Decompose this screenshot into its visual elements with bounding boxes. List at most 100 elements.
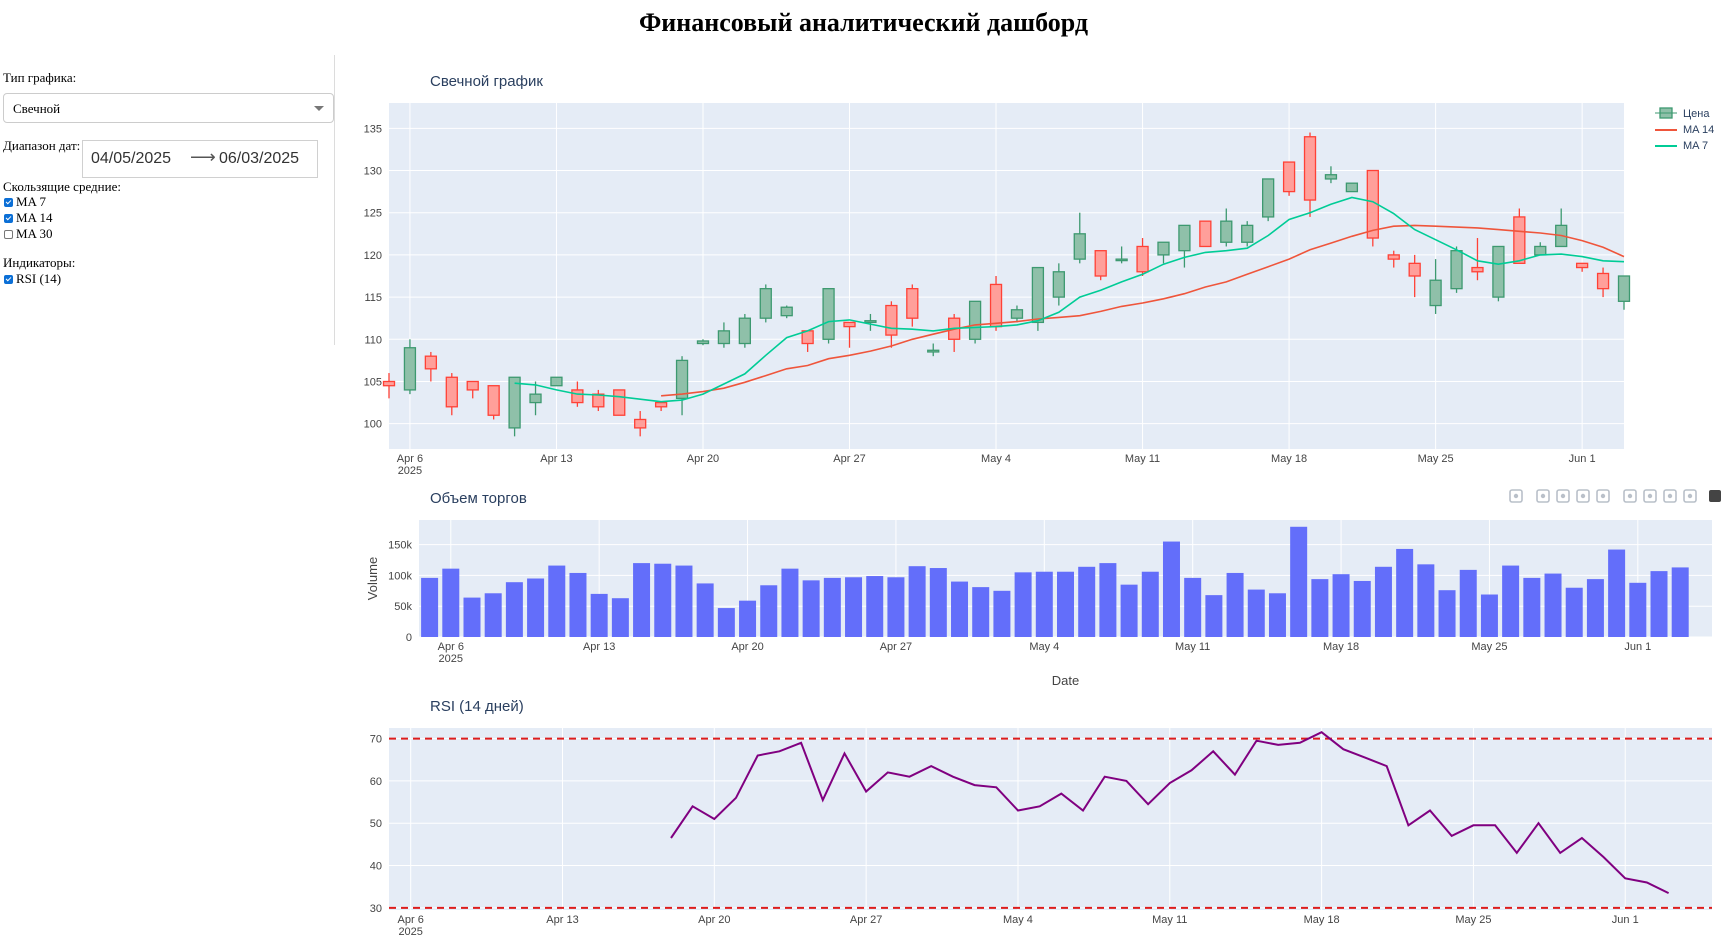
candle-body — [1094, 250, 1107, 277]
candle-body — [738, 317, 751, 345]
volume-bar — [1374, 566, 1392, 637]
candles-y-tick-label: 105 — [364, 376, 382, 388]
volume-bar — [1184, 577, 1202, 637]
volume-x-tick-label: May 11 — [1175, 641, 1210, 653]
ma-14-label: MA 14 — [16, 210, 53, 225]
zoom-in-icon-dot — [1627, 493, 1633, 499]
volume-bar — [929, 568, 947, 637]
ma-14-checkbox[interactable] — [4, 213, 13, 223]
volume-bar — [1608, 549, 1626, 637]
camera-icon[interactable] — [1509, 489, 1523, 503]
volume-bar — [1650, 571, 1668, 637]
candle-body — [529, 393, 542, 404]
volume-x-tick-label: Apr 20 — [731, 641, 763, 653]
volume-bar — [463, 597, 481, 637]
box-select-icon[interactable] — [1576, 489, 1590, 503]
volume-bar — [1099, 563, 1117, 637]
candle-body — [1115, 258, 1128, 262]
ma-7-option[interactable]: MA 7 — [4, 194, 46, 210]
ma-7-checkbox[interactable] — [4, 197, 13, 207]
candles-x-tick-label: May 18 — [1271, 453, 1307, 465]
candle-body — [550, 376, 563, 387]
ma-30-label: MA 30 — [16, 226, 53, 241]
candle-body — [1157, 241, 1170, 256]
candle-body — [1534, 245, 1547, 256]
candle-body — [906, 288, 919, 319]
volume-x-tick-label: May 4 — [1029, 641, 1059, 653]
candles-y-tick-label: 125 — [364, 208, 382, 220]
indicators-label: Индикаторы: — [3, 255, 76, 270]
volume-bar — [760, 585, 778, 637]
autoscale-icon[interactable] — [1663, 489, 1677, 503]
ma-30-checkbox[interactable] — [4, 229, 13, 239]
chevron-down-icon — [314, 106, 324, 111]
volume-y-axis-title: Volume — [365, 557, 380, 600]
volume-bar — [1311, 579, 1329, 637]
volume-x-tick-label: Apr 6 — [438, 641, 464, 653]
volume-bar — [1014, 572, 1032, 637]
volume-bar — [548, 565, 566, 637]
lasso-icon[interactable] — [1596, 489, 1610, 503]
volume-x-tick-label: May 18 — [1323, 641, 1359, 653]
plotly-logo-icon[interactable] — [1709, 490, 1721, 502]
zoom-icon[interactable] — [1536, 489, 1550, 503]
volume-bar — [569, 572, 587, 637]
candle-body — [634, 418, 647, 429]
zoom-in-icon[interactable] — [1623, 489, 1637, 503]
volume-bar — [1226, 572, 1244, 637]
volume-bar — [1480, 594, 1498, 637]
rsi-checkbox[interactable] — [4, 274, 13, 284]
camera-icon-shape — [1509, 489, 1523, 503]
candle-body — [654, 401, 668, 408]
candle-body — [1178, 224, 1191, 252]
rsi-y-tick-label: 30 — [370, 903, 382, 915]
volume-bar — [1353, 580, 1371, 637]
volume-y-tick-label: 150k — [388, 540, 412, 552]
rsi-x-tick-label: Apr 13 — [546, 914, 578, 926]
zoom-out-icon[interactable] — [1643, 489, 1657, 503]
volume-bar — [781, 568, 799, 637]
candle-body — [1450, 250, 1463, 290]
candle-body — [696, 340, 710, 345]
volume-bar — [717, 608, 735, 637]
candles-x-year-label: 2025 — [398, 465, 422, 477]
volume-x-tick-label: Apr 27 — [880, 641, 912, 653]
rsi-y-tick-label: 70 — [370, 734, 382, 746]
candles-y-tick-label: 115 — [364, 292, 382, 304]
volume-bar — [845, 577, 863, 637]
date-range-picker[interactable]: 04/05/2025 ⟶ 06/03/2025 — [82, 140, 318, 178]
candle-body — [843, 321, 856, 328]
ma-30-option[interactable]: MA 30 — [4, 226, 52, 242]
volume-y-tick-label: 50k — [394, 601, 412, 613]
rsi-option[interactable]: RSI (14) — [4, 271, 61, 287]
volume-bar — [739, 600, 757, 637]
candle-body — [508, 376, 521, 429]
volume-bar — [1523, 577, 1541, 637]
candles-y-tick-label: 100 — [364, 419, 382, 431]
candles-x-tick-label: May 25 — [1418, 453, 1454, 465]
candle-body — [717, 330, 731, 345]
zoom-icon-shape — [1536, 489, 1550, 503]
candle-body — [780, 306, 793, 317]
candles-title: Свечной график — [430, 73, 543, 90]
ma-7-label: MA 7 — [16, 194, 46, 209]
volume-bar — [442, 568, 460, 637]
candle-body — [1199, 220, 1212, 248]
volume-bar — [1205, 595, 1223, 637]
date-start-input[interactable]: 04/05/2025 — [91, 150, 172, 167]
pan-icon[interactable] — [1556, 489, 1570, 503]
chart-type-dropdown[interactable]: Свечной — [3, 93, 334, 123]
rsi-x-tick-label: Apr 20 — [698, 914, 730, 926]
candles-x-tick-label: Jun 1 — [1569, 453, 1596, 465]
ma-14-option[interactable]: MA 14 — [4, 210, 52, 226]
candle-body — [822, 288, 835, 340]
volume-bar — [1290, 526, 1308, 637]
moving-averages-label: Скользящие средние: — [3, 179, 121, 194]
reset-axes-icon[interactable] — [1683, 489, 1697, 503]
candle-body — [613, 389, 626, 416]
candle-body — [1262, 178, 1275, 218]
volume-bar — [527, 578, 545, 637]
rsi-x-tick-label: Apr 6 — [398, 914, 424, 926]
date-end-input[interactable]: 06/03/2025 — [219, 150, 300, 167]
